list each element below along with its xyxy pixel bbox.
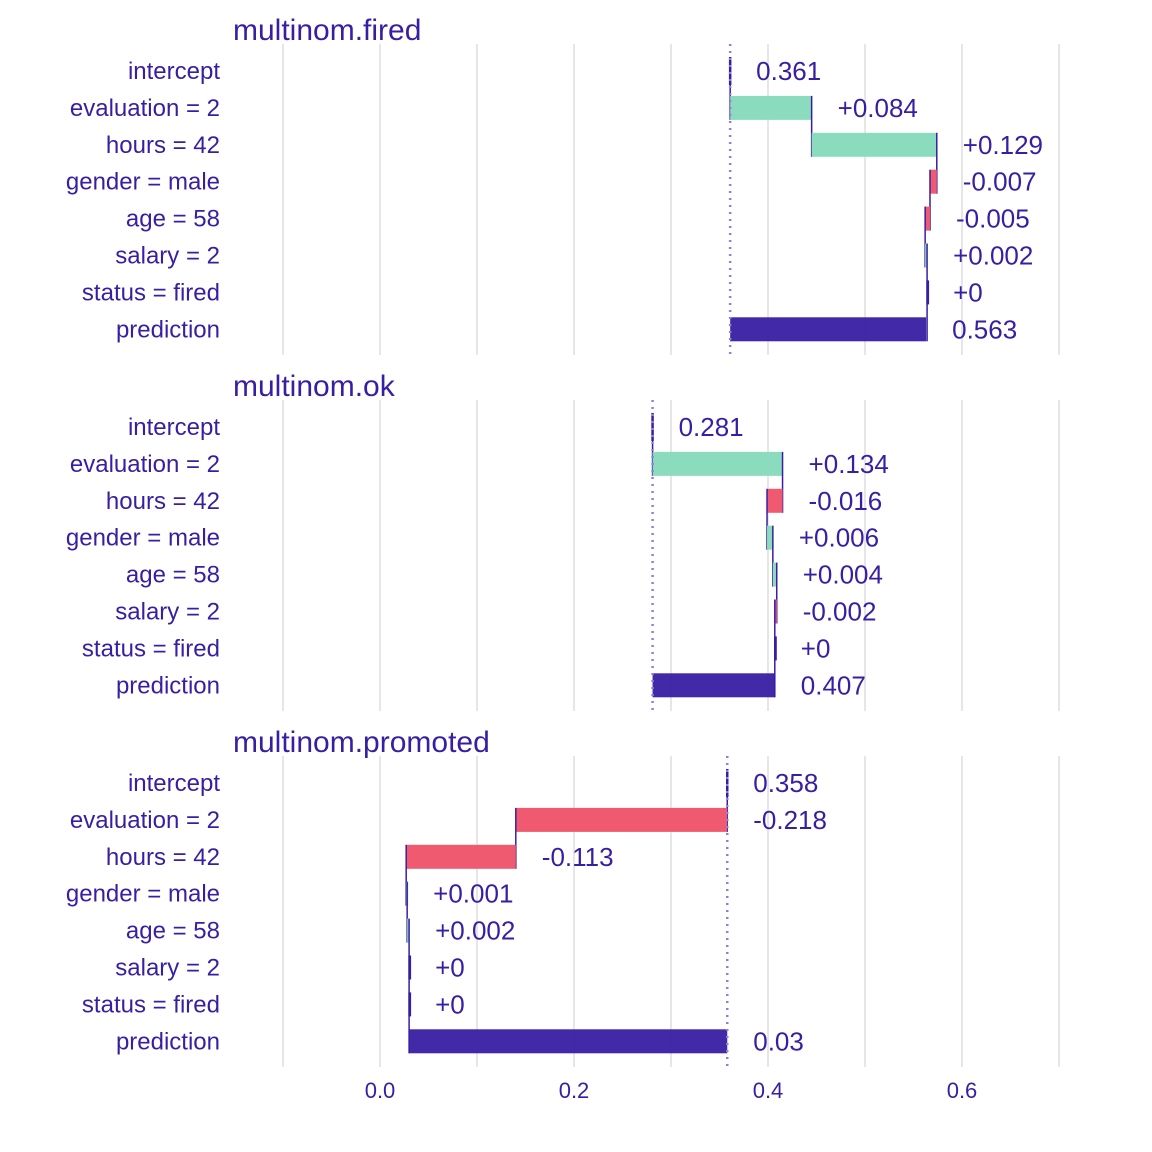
value-label: 0.281: [679, 412, 744, 442]
value-label: -0.016: [809, 486, 883, 516]
value-label: -0.002: [803, 597, 877, 627]
value-label: -0.113: [542, 842, 614, 872]
prediction-bar: [652, 673, 775, 698]
contribution-bar: [925, 243, 928, 268]
row-label: hours = 42: [106, 844, 220, 871]
prediction-bar: [730, 317, 927, 342]
x-tick-label: 0.0: [365, 1078, 396, 1103]
contribution-bar: [774, 599, 777, 624]
x-tick-label: 0.4: [753, 1078, 784, 1103]
contribution-bar: [767, 525, 773, 550]
value-label: +0.084: [838, 93, 918, 123]
value-label: +0.129: [963, 130, 1043, 160]
value-label: +0.006: [799, 523, 879, 553]
prediction-bar: [409, 1029, 728, 1054]
contribution-bar: [407, 918, 410, 943]
contribution-bar: [652, 451, 783, 476]
contribution-bar: [409, 992, 412, 1017]
value-label: -0.007: [963, 167, 1037, 197]
contribution-bar: [515, 807, 728, 832]
value-label: +0.001: [433, 879, 513, 909]
row-label: evaluation = 2: [70, 451, 220, 478]
value-label: +0: [435, 953, 465, 983]
contribution-bar: [767, 488, 783, 513]
row-label: salary = 2: [115, 955, 220, 982]
row-label: age = 58: [126, 562, 220, 589]
contribution-bar: [925, 206, 930, 231]
row-label: prediction: [116, 672, 220, 699]
row-label: gender = male: [66, 169, 220, 196]
row-label: age = 58: [126, 206, 220, 233]
contribution-bar: [811, 132, 937, 157]
value-label: 0.358: [753, 768, 818, 798]
x-tick-label: 0.2: [559, 1078, 590, 1103]
row-label: gender = male: [66, 525, 220, 552]
row-label: salary = 2: [115, 243, 220, 270]
x-tick-label: 0.6: [947, 1078, 978, 1103]
value-label: +0: [801, 633, 831, 663]
panel-title: multinom.ok: [233, 370, 396, 403]
row-label: intercept: [128, 58, 220, 85]
panel-title: multinom.promoted: [233, 726, 490, 759]
row-label: hours = 42: [106, 132, 220, 159]
value-label: 0.407: [801, 670, 866, 700]
value-label: -0.218: [753, 805, 827, 835]
value-label: 0.03: [753, 1026, 804, 1056]
row-label: hours = 42: [106, 488, 220, 515]
value-label: -0.005: [956, 204, 1030, 234]
row-label: prediction: [116, 1028, 220, 1055]
contribution-bar: [409, 955, 412, 980]
panel-title: multinom.fired: [233, 14, 421, 47]
value-label: +0: [435, 989, 465, 1019]
contribution-bar: [774, 636, 777, 661]
contribution-bar: [406, 844, 516, 869]
row-label: prediction: [116, 316, 220, 343]
row-label: evaluation = 2: [70, 807, 220, 834]
contribution-bar: [772, 562, 777, 587]
row-label: intercept: [128, 770, 220, 797]
row-label: status = fired: [82, 279, 220, 306]
row-label: evaluation = 2: [70, 95, 220, 122]
contribution-bar: [929, 169, 937, 194]
row-label: status = fired: [82, 991, 220, 1018]
value-label: +0: [953, 277, 983, 307]
row-label: intercept: [128, 414, 220, 441]
value-label: 0.361: [756, 56, 821, 86]
value-label: +0.134: [809, 449, 889, 479]
contribution-bar: [730, 95, 812, 120]
row-label: gender = male: [66, 881, 220, 908]
row-label: age = 58: [126, 918, 220, 945]
contribution-bar: [927, 280, 930, 305]
row-label: status = fired: [82, 635, 220, 662]
value-label: 0.563: [952, 314, 1017, 344]
value-label: +0.002: [435, 916, 515, 946]
value-label: +0.002: [953, 241, 1033, 271]
value-label: +0.004: [803, 560, 883, 590]
row-label: salary = 2: [115, 599, 220, 626]
